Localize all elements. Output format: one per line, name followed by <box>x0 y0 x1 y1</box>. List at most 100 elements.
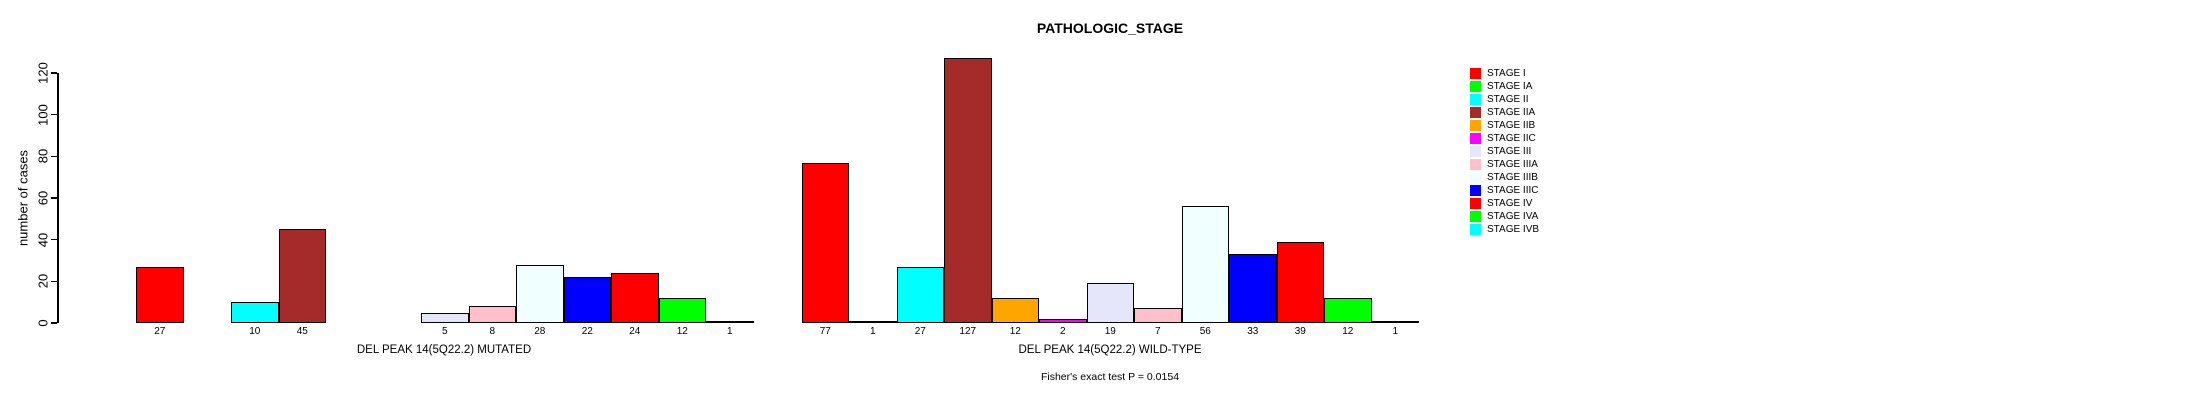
legend-item: STAGE IIC <box>1470 132 1539 145</box>
bar-value-label: 22 <box>581 326 593 337</box>
bar-value-label: 5 <box>441 326 448 337</box>
legend-item: STAGE IVB <box>1470 223 1539 236</box>
legend-label: STAGE II <box>1487 94 1529 105</box>
legend-item: STAGE IIB <box>1470 119 1539 132</box>
legend-swatch <box>1470 133 1481 144</box>
bar-stage-iic <box>1039 318 1087 323</box>
bar-value-label: 1 <box>726 326 733 337</box>
legend: STAGE I STAGE IA STAGE II STAGE IIA STAGE II… <box>1470 67 1539 236</box>
bar-stage-i <box>136 266 184 323</box>
bar-stage-ivb <box>1371 320 1419 323</box>
legend-label: STAGE IIA <box>1487 107 1536 118</box>
legend-label: STAGE IIIA <box>1487 159 1538 170</box>
bar-value-label: 19 <box>1104 326 1116 337</box>
legend-swatch <box>1470 224 1481 235</box>
y-axis-tick-label: 20 <box>35 274 51 289</box>
bar-stage-iiic <box>1229 254 1277 323</box>
bar-stage-iiia <box>468 306 516 323</box>
bar-stage-ii <box>896 266 944 323</box>
bar-value-label: 10 <box>249 326 261 337</box>
legend-swatch <box>1470 172 1481 183</box>
y-axis-tick <box>51 322 57 324</box>
bar-value-label: 8 <box>489 326 496 337</box>
legend-item: STAGE IVA <box>1470 210 1539 223</box>
bar-value-label: 24 <box>629 326 641 337</box>
group-label-mutated: DEL PEAK 14(5Q22.2) MUTATED <box>356 344 532 356</box>
y-axis-label: number of cases <box>15 149 31 247</box>
legend-label: STAGE III <box>1487 146 1532 157</box>
bar-stage-iiia <box>1134 308 1182 323</box>
y-axis-tick <box>51 113 57 116</box>
legend-swatch <box>1470 81 1481 92</box>
y-axis-tick <box>51 155 57 158</box>
legend-label: STAGE IIIB <box>1487 172 1538 183</box>
legend-item: STAGE IIIB <box>1470 171 1539 184</box>
bar-stage-iiic <box>563 277 611 323</box>
bar-value-label: 1 <box>1392 326 1399 337</box>
legend-item: STAGE II <box>1470 93 1539 106</box>
bar-stage-i <box>801 162 849 323</box>
bar-stage-ii <box>231 302 279 323</box>
legend-label: STAGE IVA <box>1487 211 1539 222</box>
bar-value-label: 12 <box>1009 326 1021 337</box>
legend-swatch <box>1470 94 1481 105</box>
y-axis-tick-label: 120 <box>35 62 51 84</box>
bar-value-label: 39 <box>1294 326 1306 337</box>
legend-swatch <box>1470 198 1481 209</box>
legend-swatch <box>1470 211 1481 222</box>
bar-value-label: 12 <box>676 326 688 337</box>
legend-swatch <box>1470 68 1481 79</box>
bar-stage-iia <box>278 229 326 323</box>
y-axis-tick-label: 40 <box>35 232 51 247</box>
legend-swatch <box>1470 159 1481 170</box>
legend-label: STAGE IA <box>1487 81 1533 92</box>
bar-stage-iii <box>1086 283 1134 323</box>
legend-item: STAGE IIIC <box>1470 184 1539 197</box>
bar-stage-iv <box>611 273 659 323</box>
y-axis-tick-label: 60 <box>35 190 51 206</box>
bar-stage-iia <box>944 58 992 323</box>
bar-value-label: 12 <box>1342 326 1354 337</box>
y-axis-tick <box>51 197 57 199</box>
bar-value-label: 2 <box>1059 326 1066 337</box>
y-axis-tick <box>51 280 57 283</box>
bar-value-label: 127 <box>959 326 977 337</box>
bar-stage-iv <box>1276 241 1324 323</box>
bar-stage-iib <box>991 298 1039 323</box>
y-axis-tick-label: 80 <box>35 149 51 164</box>
legend-label: STAGE IIIC <box>1487 185 1539 196</box>
bar-stage-iva <box>1324 298 1372 323</box>
group-label-wild-type: DEL PEAK 14(5Q22.2) WILD-TYPE <box>1018 344 1202 356</box>
bar-value-label: 45 <box>296 326 308 337</box>
legend-label: STAGE IIB <box>1487 120 1536 131</box>
bar-stage-ia <box>849 320 897 323</box>
bar-stage-iva <box>658 298 706 323</box>
legend-item: STAGE IV <box>1470 197 1539 210</box>
legend-swatch <box>1470 107 1481 118</box>
legend-swatch <box>1470 120 1481 131</box>
bar-value-label: 28 <box>534 326 546 337</box>
chart-title: PATHOLOGIC_STAGE <box>1036 20 1184 36</box>
legend-label: STAGE IVB <box>1487 224 1540 235</box>
y-axis-tick-label: 0 <box>35 319 51 327</box>
legend-label: STAGE IV <box>1487 198 1533 209</box>
bar-value-label: 56 <box>1199 326 1211 337</box>
y-axis-tick <box>51 238 57 241</box>
legend-label: STAGE IIC <box>1487 133 1536 144</box>
bar-stage-iiib <box>1181 206 1229 323</box>
bar-stage-ivb <box>706 320 754 323</box>
legend-item: STAGE IIA <box>1470 106 1539 119</box>
legend-label: STAGE I <box>1487 68 1526 79</box>
legend-item: STAGE III <box>1470 145 1539 158</box>
legend-item: STAGE IIIA <box>1470 158 1539 171</box>
bar-value-label: 7 <box>1154 326 1161 337</box>
bar-value-label: 1 <box>869 326 876 337</box>
y-axis-line <box>57 73 59 323</box>
legend-swatch <box>1470 185 1481 196</box>
legend-swatch <box>1470 146 1481 157</box>
legend-item: STAGE IA <box>1470 80 1539 93</box>
bar-value-label: 27 <box>154 326 166 337</box>
legend-item: STAGE I <box>1470 67 1539 80</box>
bar-value-label: 33 <box>1247 326 1259 337</box>
